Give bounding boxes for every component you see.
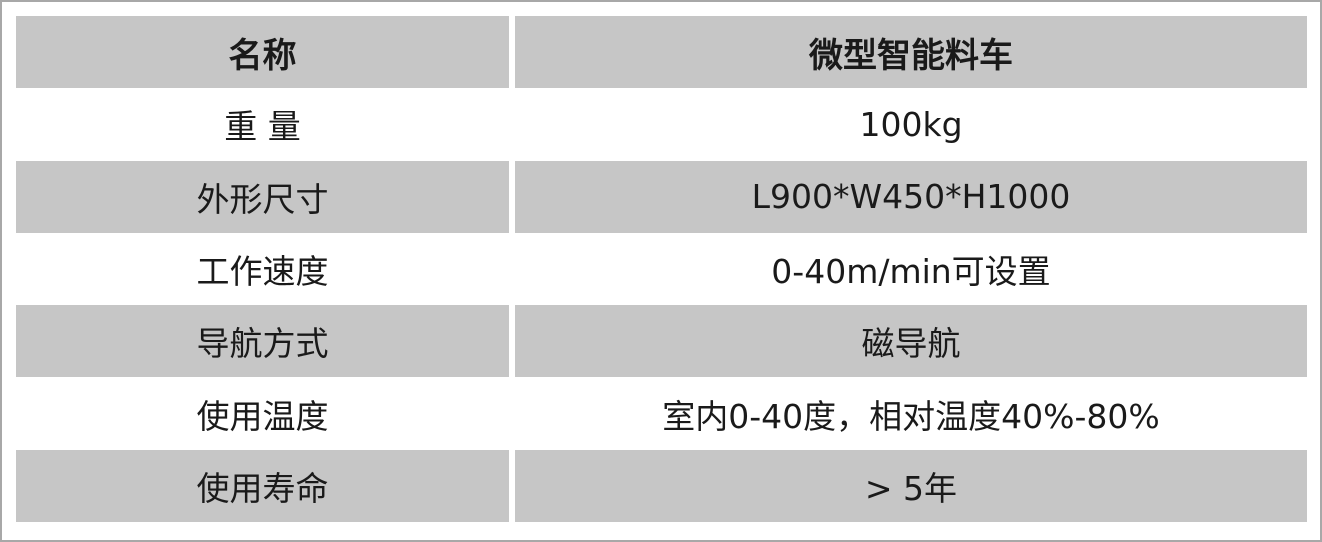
row-value: 磁导航 [515, 305, 1307, 378]
table-row: 外形尺寸 L900*W450*H1000 [16, 160, 1307, 233]
row-name: 使用寿命 [16, 449, 509, 523]
table-row: 重 量 100kg [16, 88, 1307, 160]
spec-table: 名称 微型智能料车 重 量 100kg 外形尺寸 L900*W450*H1000… [16, 16, 1307, 523]
row-value: 100kg [859, 104, 963, 144]
row-value: > 5年 [515, 449, 1307, 523]
row-value: 0-40m/min可设置 [771, 252, 1051, 292]
row-name: 重 量 [224, 107, 301, 147]
header-name: 名称 [16, 16, 509, 89]
row-name: 外形尺寸 [16, 160, 509, 233]
row-name: 工作速度 [196, 252, 329, 292]
table-row: 导航方式 磁导航 [16, 305, 1307, 378]
table-row: 工作速度 0-40m/min可设置 [16, 233, 1307, 305]
row-name: 导航方式 [16, 305, 509, 378]
row-value: 室内0-40度，相对温度40%-80% [662, 396, 1160, 436]
table-row: 使用温度 室内0-40度，相对温度40%-80% [16, 377, 1307, 449]
row-name: 使用温度 [196, 396, 329, 436]
table-header: 名称 微型智能料车 [16, 16, 1307, 89]
table-row: 使用寿命 > 5年 [16, 449, 1307, 523]
header-value: 微型智能料车 [515, 16, 1307, 89]
row-value: L900*W450*H1000 [515, 160, 1307, 233]
